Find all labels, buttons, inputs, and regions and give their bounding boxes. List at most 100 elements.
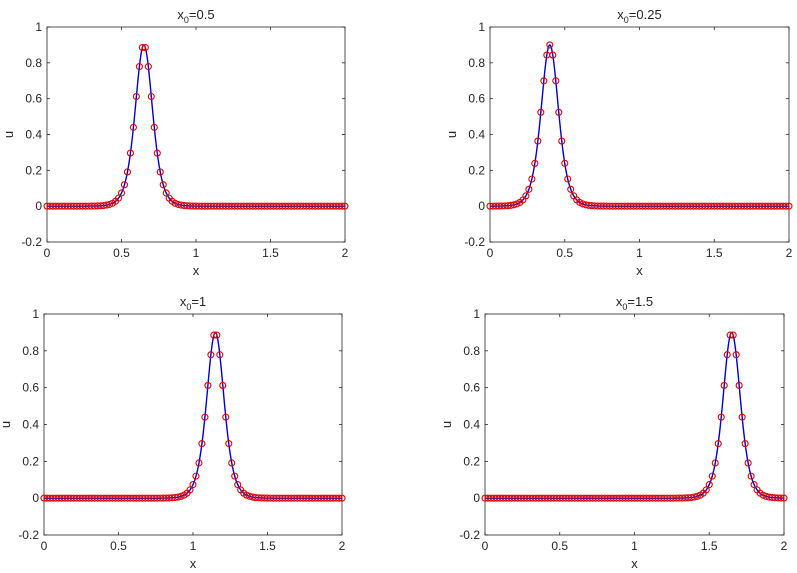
x-axis-label: x [190, 556, 197, 571]
x-tick-label: 0 [487, 246, 494, 260]
numerical-point [204, 381, 212, 389]
numerical-point [338, 202, 346, 210]
numerical-point [129, 123, 137, 131]
numerical-point [729, 331, 737, 339]
numerical-point [231, 472, 239, 480]
numerical-point [126, 149, 134, 157]
y-tick-label: 0 [473, 491, 480, 505]
numerical-point [144, 63, 152, 71]
y-tick-label: 0.2 [25, 163, 42, 177]
numerical-point [528, 175, 536, 183]
numerical-point [558, 137, 566, 145]
x-tick-label: 0 [44, 246, 51, 260]
title-subscript: 0 [622, 302, 627, 312]
x-tick-label: 0 [41, 539, 48, 553]
y-tick-label: 0.2 [468, 163, 485, 177]
numerical-point [123, 168, 132, 176]
x-axis-label: x [631, 556, 638, 571]
x-axis-label: x [636, 263, 643, 278]
y-tick-label: 0.4 [463, 418, 480, 432]
numerical-point [726, 331, 734, 339]
numerical-point [138, 43, 146, 52]
y-tick-label: -0.2 [464, 235, 485, 249]
x-tick-label: 1 [190, 539, 197, 553]
numerical-point [156, 168, 164, 176]
numerical-point [546, 41, 554, 49]
numerical-point [120, 181, 129, 189]
numerical-point [561, 159, 569, 167]
numerical-point [216, 351, 224, 359]
numerical-point [213, 331, 221, 339]
numerical-point [228, 459, 236, 467]
numerical-point [189, 481, 197, 489]
numerical-point [735, 381, 743, 389]
numerical-point [540, 77, 548, 85]
y-tick-label: 0.4 [468, 128, 485, 142]
title-main: x [177, 7, 184, 22]
numerical-point [210, 331, 218, 339]
y-axis-label: u [439, 421, 454, 428]
y-tick-label: 1 [32, 307, 39, 321]
numerical-point [114, 194, 123, 202]
numerical-point [195, 459, 203, 467]
numerical-point [714, 440, 722, 448]
x-tick-label: 0 [482, 539, 489, 553]
numerical-point [708, 472, 716, 480]
numerical-point [222, 413, 230, 421]
y-tick-label: 0.8 [463, 344, 480, 358]
numerical-point [225, 440, 233, 448]
numerical-point [525, 185, 533, 193]
numerical-point [207, 351, 215, 359]
exact-solution-line [44, 331, 342, 499]
y-tick-label: 0 [32, 491, 39, 505]
numerical-point [192, 472, 200, 480]
numerical-point [555, 108, 563, 116]
y-tick-label: 0.8 [25, 56, 42, 70]
x-tick-label: 2 [342, 246, 349, 260]
y-tick-label: 0 [478, 199, 485, 213]
x-axis-label: x [193, 263, 200, 278]
x-tick-label: 1.5 [262, 246, 279, 260]
numerical-point [720, 381, 728, 389]
x-tick-label: 2 [786, 246, 793, 260]
x-tick-label: 1 [631, 539, 638, 553]
subplot-title: x0=1 [180, 294, 206, 312]
x-tick-label: 0.5 [110, 539, 127, 553]
x-tick-label: 1.5 [259, 539, 276, 553]
y-tick-label: 0.6 [468, 92, 485, 106]
numerical-point [510, 201, 518, 209]
y-tick-label: -0.2 [18, 528, 39, 542]
numerical-point [744, 459, 752, 467]
x-tick-label: 0.5 [556, 246, 573, 260]
numerical-point [159, 181, 167, 189]
numerical-point [335, 494, 343, 502]
y-tick-label: 0 [35, 199, 42, 213]
y-tick-label: 1 [35, 20, 42, 34]
y-tick-label: 1 [473, 307, 480, 321]
subplot-title: x0=1.5 [616, 294, 653, 312]
title-subscript: 0 [624, 15, 629, 25]
numerical-point [690, 493, 698, 501]
numerical-point [732, 351, 740, 359]
title-main: x [616, 294, 623, 309]
title-suffix: =1.5 [627, 294, 653, 309]
numerical-point [534, 137, 542, 145]
numerical-point [747, 472, 755, 480]
numerical-point [567, 185, 575, 193]
title-main: x [180, 294, 187, 309]
subplot-title: x0=0.25 [617, 7, 661, 25]
x-tick-label: 1.5 [701, 539, 718, 553]
numerical-point [150, 123, 158, 131]
title-main: x [617, 7, 624, 22]
numerical-point [234, 481, 242, 489]
title-suffix: =0.25 [629, 7, 662, 22]
x-tick-label: 2 [339, 539, 346, 553]
axes-box [489, 26, 790, 243]
numerical-point [723, 351, 731, 359]
numerical-point [186, 486, 194, 494]
numerical-point [711, 459, 719, 467]
numerical-point [132, 92, 140, 101]
numerical-point [777, 494, 785, 502]
